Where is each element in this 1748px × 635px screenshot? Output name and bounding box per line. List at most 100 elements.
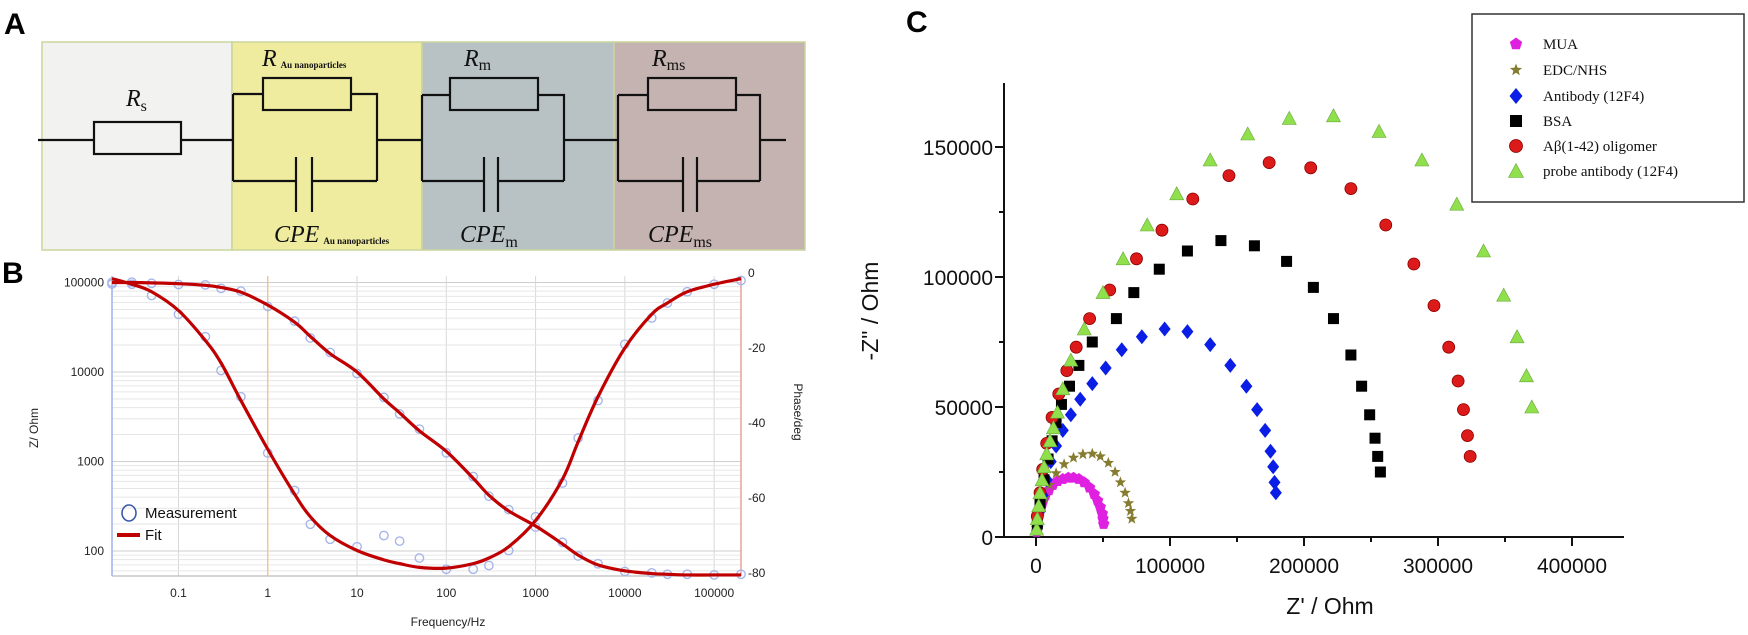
y-axis-label: -Z" / Ohm <box>857 262 883 361</box>
data-point-probe-antibody-12f4 <box>1042 433 1058 448</box>
legend-marker <box>1509 63 1523 76</box>
data-point-probe-antibody-12f4 <box>1449 196 1465 211</box>
data-point-a-1-42-oligomer <box>1186 192 1200 206</box>
data-point-bsa <box>1364 409 1376 421</box>
legend: MUA EDC/NHS Antibody (12F4) BSA Aβ(1-42) oli… <box>1471 13 1745 203</box>
data-point-bsa <box>1327 313 1339 325</box>
x-axis-label: Z' / Ohm <box>1286 593 1373 619</box>
data-point-edc-nhs <box>1119 486 1131 498</box>
data-point-antibody-12f4 <box>1115 342 1128 358</box>
nyquist-plot: 0 100000 200000 300000 400000 0 50000 100000 15… <box>857 13 1745 619</box>
data-point-edc-nhs <box>1109 466 1121 477</box>
data-point-antibody-12f4 <box>1064 407 1077 423</box>
fit-line-phase <box>111 277 742 570</box>
legend-marker <box>1509 139 1523 153</box>
data-point-edc-nhs <box>1050 467 1062 479</box>
wire <box>420 93 618 183</box>
x-tick-label: 0 <box>1030 555 1042 578</box>
y-tick-label: 50000 <box>935 397 993 420</box>
y-tick-label: 150000 <box>923 137 993 160</box>
legend-measurement-marker <box>121 504 137 522</box>
measurement-point <box>483 491 494 502</box>
resistor-rms <box>646 76 738 112</box>
data-point-probe-antibody-12f4 <box>1281 110 1297 125</box>
x-tick-label: 400000 <box>1537 555 1607 578</box>
measurement-point <box>441 447 452 458</box>
data-point-a-1-42-oligomer <box>1407 257 1421 271</box>
data-point-bsa <box>1345 349 1357 361</box>
axes <box>111 276 742 577</box>
data-point-antibody-12f4 <box>1181 324 1194 340</box>
legend-label: probe antibody (12F4) <box>1543 164 1678 180</box>
data-point-probe-antibody-12f4 <box>1031 498 1047 513</box>
x-tick-label: 300000 <box>1403 555 1473 578</box>
data-point-bsa <box>1248 240 1260 252</box>
legend-label: Antibody (12F4) <box>1543 89 1644 105</box>
resistor-r-au <box>261 76 353 112</box>
data-point-edc-nhs <box>1126 512 1138 524</box>
series-a-1-42-oligomer <box>1030 156 1477 523</box>
data-point-bsa <box>1181 245 1193 257</box>
data-point-bsa <box>1153 263 1165 275</box>
data-point-probe-antibody-12f4 <box>1202 152 1218 167</box>
data-point-a-1-42-oligomer <box>1155 223 1169 237</box>
measurement-point <box>414 553 425 563</box>
data-point-a-1-42-oligomer <box>1463 449 1477 463</box>
y-tick-label: 0 <box>981 527 993 550</box>
capacitor-cpe-ms <box>681 157 699 212</box>
x-tick-label: 0.1 <box>170 586 187 600</box>
y2-tick-label: -60 <box>748 491 766 505</box>
legend-marker <box>1509 88 1523 104</box>
measurement-point <box>468 471 479 482</box>
resistor-rm <box>448 76 540 112</box>
legend-label: BSA <box>1543 114 1572 130</box>
legend-label: Aβ(1-42) oligomer <box>1543 139 1657 155</box>
data-point-a-1-42-oligomer <box>1083 312 1096 326</box>
label-cpe-ms: CPEms <box>648 222 712 251</box>
legend-marker <box>1507 162 1525 178</box>
data-point-a-1-42-oligomer <box>1442 340 1456 354</box>
data-point-a-1-42-oligomer <box>1451 374 1465 388</box>
data-point-bsa <box>1064 380 1075 392</box>
measurement-point <box>305 333 316 343</box>
data-point-antibody-12f4 <box>1099 360 1112 376</box>
data-point-edc-nhs <box>1114 476 1127 488</box>
data-point-antibody-12f4 <box>1135 329 1148 345</box>
data-marks <box>1029 108 1540 537</box>
data-point-antibody-12f4 <box>1264 443 1277 459</box>
data-point-edc-nhs <box>1094 450 1106 462</box>
data-point-a-1-42-oligomer <box>1262 156 1276 170</box>
data-point-bsa <box>1281 255 1293 267</box>
axes <box>995 83 1624 546</box>
data-point-antibody-12f4 <box>1267 459 1280 475</box>
data-point-antibody-12f4 <box>1158 321 1171 337</box>
circuit-diagram: Rs R Au nanoparticles Rm Rms CPE Au nanopa… <box>38 41 806 251</box>
y2-tick-label: -20 <box>748 341 766 355</box>
data-point-probe-antibody-12f4 <box>1414 152 1430 167</box>
data-point-edc-nhs <box>1058 458 1070 470</box>
data-point-antibody-12f4 <box>1268 474 1281 490</box>
data-point-a-1-42-oligomer <box>1427 299 1441 313</box>
data-point-bsa <box>1110 313 1122 325</box>
y2-tick-label: -40 <box>748 416 766 430</box>
data-point-probe-antibody-12f4 <box>1371 123 1387 138</box>
data-point-a-1-42-oligomer <box>1457 403 1470 417</box>
x-tick-label: 100000 <box>1135 555 1205 578</box>
data-point-probe-antibody-12f4 <box>1063 352 1079 367</box>
y2-tick-label: -80 <box>748 566 766 580</box>
y-axis-label: Z/ Ohm <box>27 408 41 448</box>
series-antibody-12f4 <box>1031 321 1282 535</box>
capacitor-cpe-au <box>294 157 314 212</box>
y-tick-labels: 0 50000 100000 150000 <box>923 137 993 550</box>
legend-label: MUA <box>1543 37 1578 53</box>
data-point-probe-antibody-12f4 <box>1039 446 1055 461</box>
data-point-a-1-42-oligomer <box>1130 252 1143 266</box>
legend-measurement-label: Measurement <box>145 505 238 522</box>
resistor-rs <box>92 120 183 156</box>
legend-marker <box>1510 115 1522 127</box>
y-tick-label: 100000 <box>64 276 104 290</box>
x-tick-label: 1000 <box>522 586 549 600</box>
data-point-probe-antibody-12f4 <box>1036 459 1052 474</box>
data-point-probe-antibody-12f4 <box>1476 243 1492 258</box>
data-point-probe-antibody-12f4 <box>1032 485 1048 500</box>
